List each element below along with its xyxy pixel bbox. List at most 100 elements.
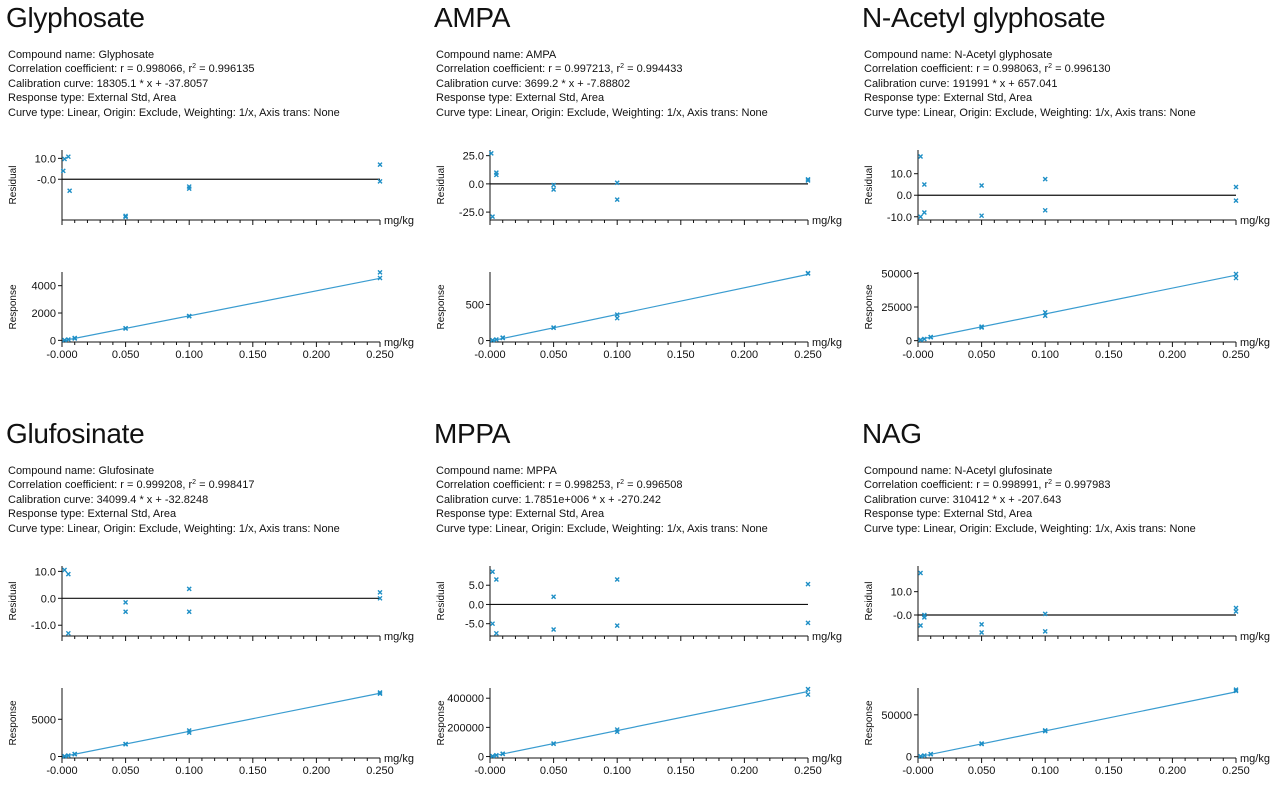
x-tick-label: 0.100 <box>1031 349 1059 361</box>
response-data-point <box>1233 271 1239 277</box>
residual-data-point <box>377 595 383 601</box>
x-tick-label: 0.050 <box>968 765 996 777</box>
residual-data-point <box>1042 628 1048 634</box>
calibration-fit-line <box>490 690 809 758</box>
response-data-point <box>614 315 620 321</box>
compound-name: Compound name: AMPA <box>436 49 557 61</box>
response-data-point <box>500 751 506 757</box>
compound-info: Compound name: AMPA Correlation coefficie… <box>436 48 768 120</box>
x-tick-label: 0.100 <box>603 349 631 361</box>
plots-svg: 10.0 0.0 -10.0 mg/kg Residual 0 5000 -0.000 0.05… <box>8 566 414 777</box>
x-tick-label: 0.200 <box>303 765 331 777</box>
plots-svg: 5.0 0.0 -5.0 mg/kg Residual 0 200000 400000 -0.0… <box>436 566 842 777</box>
response-data-point <box>918 337 924 343</box>
x-tick-label: -0.000 <box>474 349 505 361</box>
x-tick-label: 0.050 <box>968 349 996 361</box>
response-x-unit-label: mg/kg <box>1240 337 1270 349</box>
response-x-unit-label: mg/kg <box>812 753 842 765</box>
residual-data-point <box>488 150 494 156</box>
curve-type: Curve type: Linear, Origin: Exclude, Wei… <box>436 522 768 535</box>
correlation-coefficient: Correlation coefficient: r = 0.998063, r… <box>864 63 1111 76</box>
residual-data-point <box>1042 176 1048 182</box>
residual-axis-title: Residual <box>436 582 447 621</box>
x-tick-label: 0.200 <box>303 349 331 361</box>
response-x-unit-label: mg/kg <box>384 337 414 349</box>
response-data-point <box>500 335 506 341</box>
residual-data-point <box>979 213 985 219</box>
residual-plot: 10.0 -0.0 mg/kg Residual <box>8 150 414 227</box>
residual-x-unit-label: mg/kg <box>1240 631 1270 643</box>
response-y-tick-label: 5000 <box>32 714 56 726</box>
response-axis-title: Response <box>864 700 875 745</box>
residual-data-point <box>493 576 499 582</box>
response-data-point <box>377 275 383 281</box>
response-type: Response type: External Std, Area <box>864 508 1033 521</box>
panel-n-acetyl-glyphosate: N-Acetyl glyphosate Compound name: N-Acet… <box>856 2 1270 386</box>
x-tick-label: 0.250 <box>794 349 822 361</box>
residual-data-point <box>65 154 71 160</box>
compound-info: Compound name: MPPA Correlation coefficie… <box>436 464 768 536</box>
residual-data-point <box>918 623 924 628</box>
response-data-point <box>928 751 934 757</box>
response-y-tick-label: 0 <box>50 752 56 764</box>
response-type: Response type: External Std, Area <box>436 508 605 521</box>
residual-data-point <box>123 609 129 615</box>
residual-axis-title: Residual <box>8 166 19 205</box>
response-type: Response type: External Std, Area <box>8 92 177 105</box>
correlation-coefficient: Correlation coefficient: r = 0.998066, r… <box>8 63 255 76</box>
residual-y-tick-label: 5.0 <box>469 580 484 592</box>
calibration-fit-line <box>62 692 381 758</box>
correlation-coefficient: Correlation coefficient: r = 0.997213, r… <box>436 63 683 76</box>
residual-plot: 10.0 0.0 -10.0 mg/kg Residual <box>864 150 1270 227</box>
x-tick-label: 0.150 <box>239 349 267 361</box>
x-tick-label: 0.200 <box>1159 349 1187 361</box>
x-tick-label: 0.250 <box>1222 765 1250 777</box>
response-data-point <box>186 313 192 319</box>
residual-plot: 10.0 0.0 -10.0 mg/kg Residual <box>8 566 414 643</box>
residual-data-point <box>614 180 620 186</box>
response-data-point <box>65 753 71 759</box>
x-tick-label: 0.150 <box>667 349 695 361</box>
residual-axis-title: Residual <box>436 166 447 205</box>
residual-data-point <box>1233 184 1239 190</box>
plots-svg: 10.0 -0.0 mg/kg Residual 0 2000 4000 -0.000 0.05… <box>8 150 414 361</box>
panel-mppa: MPPA Compound name: MPPA Correlation coeff… <box>428 418 842 802</box>
residual-data-point <box>921 181 927 187</box>
response-x-unit-label: mg/kg <box>812 337 842 349</box>
compound-info: Compound name: Glyphosate Correlation coe… <box>8 48 340 120</box>
x-tick-label: 0.150 <box>1095 349 1123 361</box>
residual-data-point <box>65 630 71 636</box>
compound-name: Compound name: Glufosinate <box>8 465 155 477</box>
response-data-point <box>551 325 557 331</box>
response-y-tick-label: 25000 <box>881 302 912 314</box>
x-tick-label: 0.250 <box>794 765 822 777</box>
residual-data-point <box>551 594 557 600</box>
residual-data-point <box>62 156 68 162</box>
residual-data-point <box>493 172 499 178</box>
response-x-unit-label: mg/kg <box>384 753 414 765</box>
response-data-point <box>1233 687 1239 693</box>
curve-type: Curve type: Linear, Origin: Exclude, Wei… <box>864 106 1196 119</box>
response-plot: 0 500 -0.000 0.050 0.100 0.150 0.200 0.250mg/kg… <box>436 270 842 361</box>
residual-data-point <box>123 214 129 220</box>
curve-type: Curve type: Linear, Origin: Exclude, Wei… <box>8 522 340 535</box>
residual-y-tick-label: 25.0 <box>463 151 484 163</box>
residual-data-point <box>805 620 811 626</box>
panel-nag: NAG Compound name: N-Acetyl glufosinate Co… <box>856 418 1270 802</box>
residual-data-point <box>490 214 496 220</box>
residual-y-tick-label: 0.0 <box>897 190 912 202</box>
response-data-point <box>1042 313 1048 319</box>
correlation-coefficient: Correlation coefficient: r = 0.999208, r… <box>8 479 255 492</box>
residual-y-tick-label: -0.0 <box>893 610 912 622</box>
residual-data-point <box>377 162 383 168</box>
panel-glyphosate: Glyphosate Compound name: Glyphosate Corre… <box>0 2 414 386</box>
residual-data-point <box>67 188 73 194</box>
curve-type: Curve type: Linear, Origin: Exclude, Wei… <box>8 106 340 119</box>
residual-y-tick-label: 0.0 <box>469 599 484 611</box>
response-y-tick-label: 50000 <box>881 268 912 280</box>
response-data-point <box>614 729 620 735</box>
response-plot: 0 2000 4000 -0.000 0.050 0.100 0.150 0.200 0.250… <box>8 269 414 361</box>
response-y-tick-label: 200000 <box>447 722 484 734</box>
panel-title: NAG <box>862 418 922 449</box>
response-data-point <box>377 691 383 697</box>
